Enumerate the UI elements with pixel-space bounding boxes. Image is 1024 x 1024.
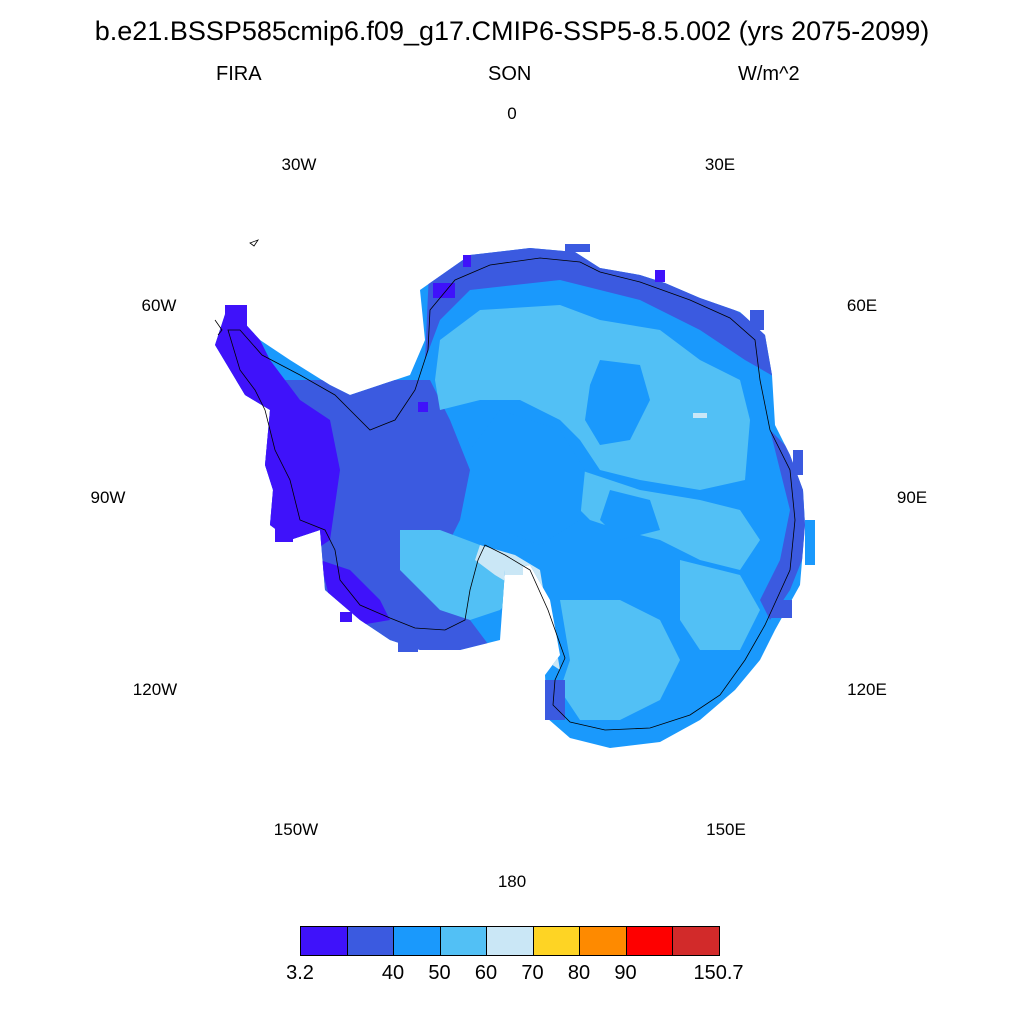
colorbar-label: 40 <box>381 962 405 984</box>
colorbar-label: 70 <box>521 962 544 984</box>
colorbar-label: 150.7 <box>693 962 744 984</box>
colorbar-label: 80 <box>567 962 591 984</box>
coastline <box>214 239 796 731</box>
field-cell <box>565 244 590 252</box>
colorbar-label: 50 <box>428 962 451 984</box>
colorbar-label: 90 <box>614 962 637 984</box>
field-cell <box>400 530 530 620</box>
lon-label-120w: 120W <box>132 680 178 699</box>
colorbar-swatch <box>346 926 394 956</box>
field-cell <box>805 520 815 565</box>
field-cell <box>585 360 650 445</box>
colorbar-swatch <box>300 926 348 956</box>
field-cell <box>545 680 565 720</box>
field-cell <box>655 270 665 282</box>
coastline-path <box>214 319 223 336</box>
field-cell <box>398 640 418 652</box>
field-cell <box>433 283 455 298</box>
lon-label-60w: 60W <box>141 296 177 315</box>
colorbar-label: 3.2 <box>286 962 314 984</box>
lon-label-150e: 150E <box>706 820 746 839</box>
field-cell <box>793 450 803 475</box>
field-cell <box>693 413 707 418</box>
field-cell <box>560 600 680 720</box>
field-cell <box>475 545 560 670</box>
lon-label-120e: 120E <box>847 680 887 699</box>
field-cell <box>680 560 760 650</box>
colorbar-swatch <box>532 926 580 956</box>
field-cell <box>463 255 471 267</box>
lon-label-30e: 30E <box>704 155 736 174</box>
lon-label-180: 180 <box>497 872 527 891</box>
units-label: W/m^2 <box>738 63 800 85</box>
lon-label-30w: 30W <box>281 155 317 174</box>
lon-label-60e: 60E <box>846 296 878 315</box>
field-cell <box>275 520 293 542</box>
colorbar-label: 60 <box>474 962 498 984</box>
field-cell <box>760 430 805 620</box>
field-cell <box>425 248 780 380</box>
colorbar-swatch <box>439 926 487 956</box>
colorbar-swatch <box>393 926 441 956</box>
coastline-path <box>249 239 260 247</box>
field-cell <box>470 410 585 545</box>
season-label: SON <box>488 63 532 85</box>
lon-label-90e: 90E <box>896 488 928 507</box>
colorbar-swatch <box>486 926 534 956</box>
lon-label-0: 0 <box>507 104 517 123</box>
colorbar-swatch <box>672 926 720 956</box>
field-cell <box>418 402 428 412</box>
colorbar-swatch <box>625 926 673 956</box>
field-shading <box>215 248 805 748</box>
field-cell <box>215 290 340 560</box>
coastline-path <box>227 257 796 731</box>
lon-label-150w: 150W <box>273 820 319 839</box>
field-cell <box>750 310 764 330</box>
lon-label-90w: 90W <box>90 488 126 507</box>
plot-title: b.e21.BSSP585cmip6.f09_g17.CMIP6-SSP5-8.… <box>94 16 930 46</box>
field-cell <box>320 560 390 625</box>
field-cell <box>600 490 660 540</box>
variable-label: FIRA <box>216 63 262 85</box>
field-cell <box>505 565 523 575</box>
field-cell <box>770 600 792 618</box>
field-cell <box>340 612 352 622</box>
coastal-fringe <box>225 244 815 720</box>
colorbar-swatch <box>579 926 627 956</box>
